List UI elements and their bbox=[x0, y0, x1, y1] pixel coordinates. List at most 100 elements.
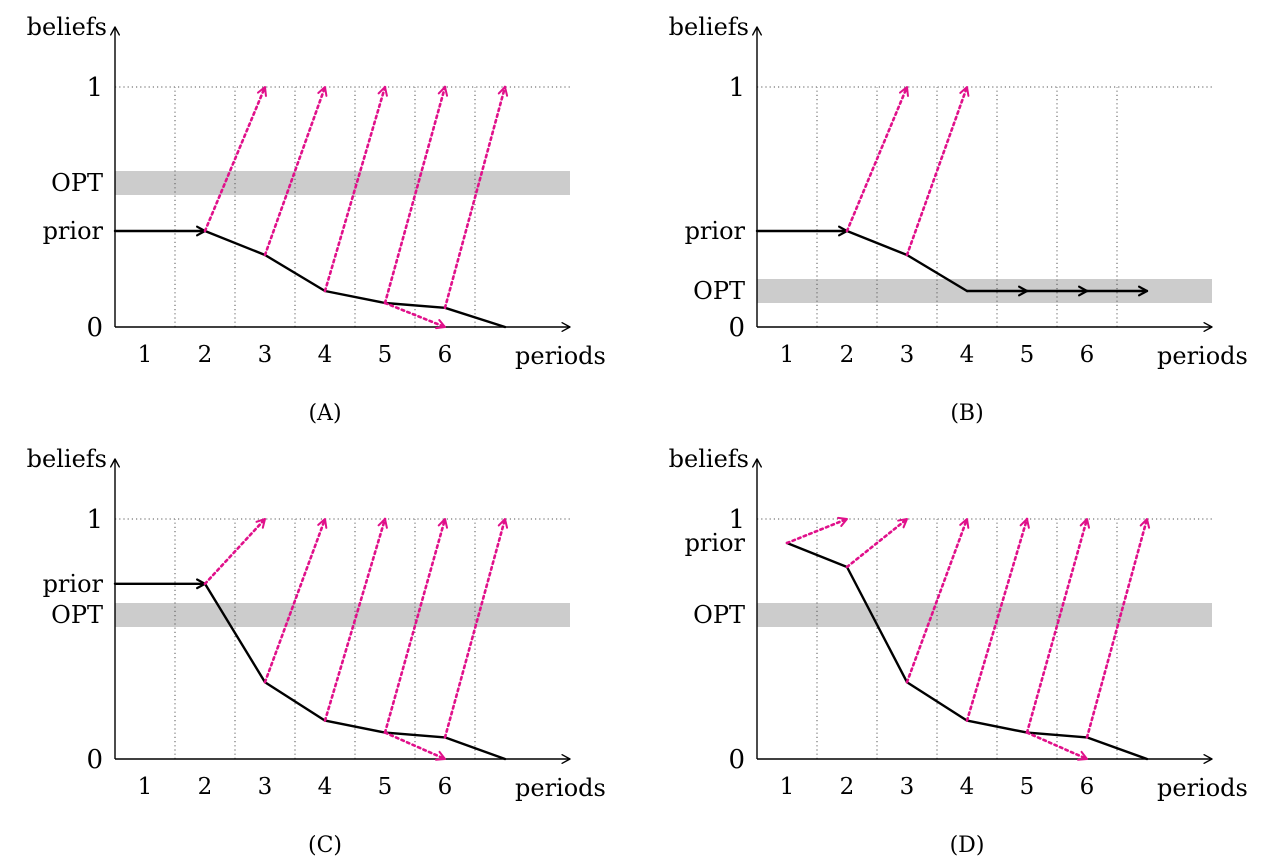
belief-segment bbox=[785, 541, 849, 569]
jump-arrow bbox=[897, 518, 908, 529]
jump-arrow bbox=[437, 518, 449, 529]
jump-arrow bbox=[377, 518, 388, 529]
chart-panel-b: beliefs periods 1 0 OPT prior 1 2 3 4 5 6 (B) bbox=[669, 13, 1248, 426]
x-tick-label: 5 bbox=[1020, 774, 1035, 800]
chart-caption: (D) bbox=[950, 833, 985, 858]
belief-arrow bbox=[1138, 285, 1149, 297]
jump-arrow bbox=[837, 516, 848, 527]
y-axis-label: beliefs bbox=[669, 13, 749, 41]
y-tick-label-opt: OPT bbox=[51, 169, 103, 197]
jump-arrow bbox=[959, 518, 970, 529]
jump-line bbox=[785, 517, 849, 545]
jump-line bbox=[383, 517, 447, 734]
jump-arrow bbox=[317, 518, 328, 529]
y-tick-label-opt: OPT bbox=[51, 601, 103, 629]
y-axis-arrow bbox=[109, 458, 121, 468]
jump-line bbox=[263, 517, 327, 684]
jump-arrow bbox=[256, 86, 267, 97]
jump-line bbox=[845, 517, 909, 569]
y-tick-label: 1 bbox=[86, 73, 103, 103]
jump-line bbox=[443, 517, 507, 739]
belief-segment bbox=[263, 681, 327, 722]
x-tick-label: 4 bbox=[960, 774, 975, 800]
y-tick-label: 1 bbox=[86, 505, 103, 535]
y-axis-label: beliefs bbox=[669, 445, 749, 473]
chart-caption: (C) bbox=[308, 833, 342, 858]
jump-line bbox=[323, 517, 387, 722]
x-tick-label: 6 bbox=[438, 774, 453, 800]
x-tick-label: 6 bbox=[1080, 342, 1095, 368]
y-axis-arrow bbox=[109, 26, 121, 36]
x-axis-label: periods bbox=[1157, 774, 1248, 802]
y-tick-label: 0 bbox=[86, 745, 103, 775]
belief-segment bbox=[443, 736, 507, 761]
belief-segment bbox=[263, 253, 327, 293]
jump-line bbox=[263, 85, 327, 257]
belief-segment bbox=[203, 582, 267, 684]
x-axis-arrow bbox=[1203, 753, 1213, 765]
y-tick-label-prior: prior bbox=[43, 217, 104, 245]
jump-line bbox=[443, 85, 507, 310]
x-axis-label: periods bbox=[1157, 342, 1248, 370]
y-tick-label-opt: OPT bbox=[693, 277, 745, 305]
x-tick-label: 3 bbox=[258, 774, 273, 800]
x-axis-arrow bbox=[561, 321, 571, 333]
jump-line bbox=[965, 517, 1029, 722]
y-axis-label: beliefs bbox=[27, 445, 107, 473]
belief-segment bbox=[845, 229, 909, 257]
y-tick-label-prior: prior bbox=[685, 529, 746, 557]
y-tick-label: 0 bbox=[728, 745, 745, 775]
belief-segment bbox=[323, 289, 387, 305]
jump-line bbox=[845, 85, 909, 233]
jump-line bbox=[383, 85, 447, 305]
jump-line bbox=[1025, 517, 1089, 734]
belief-segment bbox=[1085, 736, 1149, 761]
y-axis-arrow bbox=[751, 458, 763, 468]
jump-arrow bbox=[497, 86, 509, 97]
jump-arrow bbox=[1019, 518, 1030, 529]
jump-line bbox=[1085, 517, 1149, 739]
opt-band bbox=[115, 603, 570, 627]
jump-arrow bbox=[1079, 518, 1091, 529]
jump-arrow bbox=[898, 86, 909, 97]
x-tick-label: 5 bbox=[378, 342, 393, 368]
belief-segment bbox=[383, 301, 447, 309]
jump-line bbox=[905, 517, 969, 684]
x-tick-label: 3 bbox=[258, 342, 273, 368]
belief-segment bbox=[965, 719, 1029, 734]
y-tick-label: 0 bbox=[86, 313, 103, 343]
jump-line bbox=[323, 85, 387, 293]
x-tick-label: 4 bbox=[318, 774, 333, 800]
jump-arrow bbox=[1139, 518, 1151, 529]
y-tick-label: 1 bbox=[728, 505, 745, 535]
x-tick-label: 5 bbox=[378, 774, 393, 800]
x-tick-label: 6 bbox=[438, 342, 453, 368]
jump-arrow bbox=[435, 750, 446, 761]
chart-panel-a: beliefs periods 1 0 OPT prior 1 2 3 4 5 6 (A) bbox=[27, 13, 606, 426]
x-tick-label: 2 bbox=[198, 342, 213, 368]
y-tick-label-prior: prior bbox=[685, 217, 746, 245]
x-tick-label: 3 bbox=[900, 774, 915, 800]
x-tick-label: 4 bbox=[318, 342, 333, 368]
jump-line bbox=[383, 731, 447, 761]
jump-arrow bbox=[959, 86, 970, 97]
x-axis-label: periods bbox=[515, 774, 606, 802]
jump-line bbox=[203, 85, 267, 233]
jump-arrow bbox=[377, 86, 388, 97]
x-tick-label: 1 bbox=[780, 774, 795, 800]
y-axis-arrow bbox=[751, 26, 763, 36]
opt-band bbox=[115, 171, 570, 195]
jump-line bbox=[1025, 731, 1089, 761]
belief-segment bbox=[383, 731, 447, 739]
x-tick-label: 2 bbox=[840, 342, 855, 368]
chart-panel-c: beliefs periods 1 0 OPT prior 1 2 3 4 5 6 (C) bbox=[27, 445, 606, 858]
jump-arrow bbox=[497, 518, 509, 529]
x-axis-label: periods bbox=[515, 342, 606, 370]
x-tick-label: 4 bbox=[960, 342, 975, 368]
jump-arrow bbox=[437, 86, 449, 97]
y-axis-label: beliefs bbox=[27, 13, 107, 41]
belief-segment bbox=[905, 681, 969, 722]
belief-segment bbox=[905, 253, 969, 293]
y-tick-label: 1 bbox=[728, 73, 745, 103]
